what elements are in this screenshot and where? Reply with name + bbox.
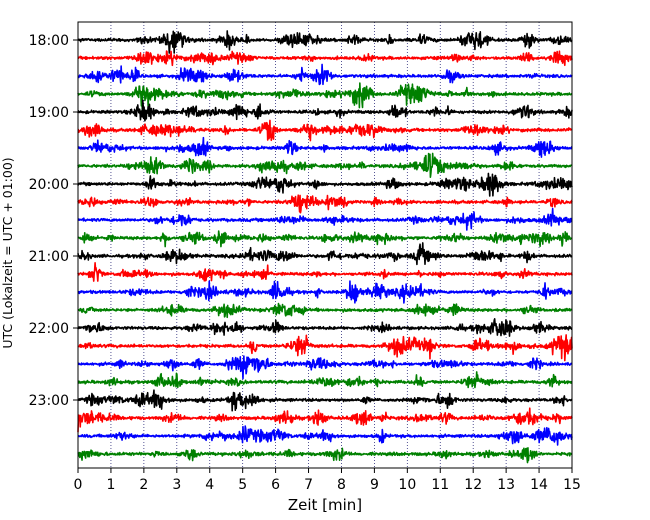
- grid-layer: [110, 22, 540, 468]
- trace-2000: [77, 172, 573, 197]
- trace-1800: [77, 30, 573, 54]
- trace-1930: [77, 136, 573, 158]
- trace-2115: [77, 261, 573, 282]
- trace-1915: [77, 119, 573, 142]
- trace-2145: [77, 302, 573, 319]
- trace-1815: [77, 50, 573, 67]
- x-tick-label: 15: [563, 477, 581, 493]
- trace-1945: [77, 152, 573, 178]
- trace-2045: [77, 230, 573, 248]
- trace-2245: [77, 371, 573, 389]
- x-tick-label: 10: [398, 477, 416, 493]
- x-tick-label: 8: [337, 477, 346, 493]
- x-tick-label: 0: [74, 477, 83, 493]
- trace-2130: [77, 280, 573, 304]
- x-axis-title: Zeit [min]: [288, 496, 362, 514]
- trace-2215: [77, 334, 573, 362]
- x-tick-label: 11: [431, 477, 449, 493]
- x-tick-label: 13: [497, 477, 515, 493]
- trace-layer: [77, 30, 573, 464]
- trace-2030: [77, 207, 573, 231]
- trace-2345: [77, 447, 573, 464]
- tick-layer: 0 1 2 3 4 5 6 7 8 9 10 11 12 13 14 1518:0019:0020:0021:…: [29, 33, 581, 493]
- x-tick-label: 14: [530, 477, 548, 493]
- y-tick-label: 23:00: [29, 393, 69, 409]
- trace-1845: [77, 82, 573, 112]
- trace-2015: [77, 194, 573, 214]
- x-tick-label: 1: [106, 477, 115, 493]
- y-tick-label: 21:00: [29, 249, 69, 265]
- plot-frame: [77, 21, 573, 469]
- x-tick-label: 5: [238, 477, 247, 493]
- trace-2200: [77, 318, 573, 337]
- y-tick-label: 19:00: [29, 105, 69, 121]
- trace-1830: [77, 63, 573, 86]
- x-tick-label: 4: [205, 477, 214, 493]
- x-tick-label: 7: [304, 477, 313, 493]
- y-tick-label: 18:00: [29, 33, 69, 49]
- trace-2330: [77, 425, 573, 446]
- x-tick-label: 3: [172, 477, 181, 493]
- y-axis-title: UTC (Lokalzeit = UTC + 01:00): [0, 157, 15, 348]
- x-tick-label: 6: [271, 477, 280, 493]
- x-tick-label: 12: [464, 477, 482, 493]
- y-tick-label: 22:00: [29, 321, 69, 337]
- trace-2100: [77, 242, 573, 266]
- x-tick-label: 9: [370, 477, 379, 493]
- y-tick-label: 20:00: [29, 177, 69, 193]
- trace-2300: [77, 389, 573, 412]
- trace-2315: [77, 407, 573, 433]
- x-tick-label: 2: [139, 477, 148, 493]
- trace-2230: [77, 355, 573, 380]
- trace-1900: [77, 99, 573, 122]
